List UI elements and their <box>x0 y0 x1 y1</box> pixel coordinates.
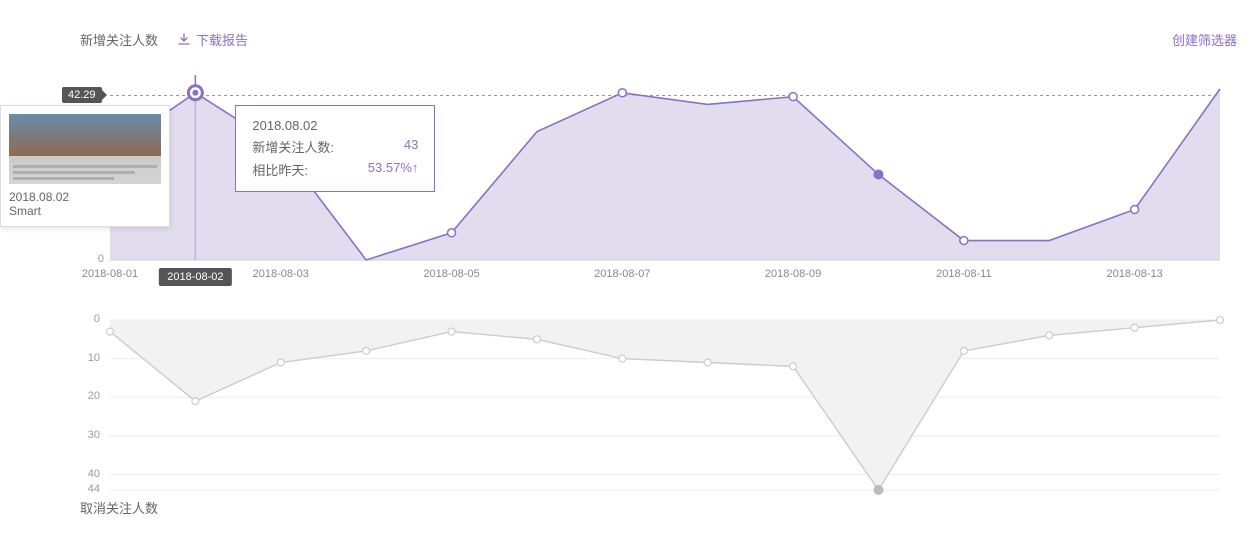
preview-name: Smart <box>9 204 161 218</box>
unfollowers-title: 取消关注人数 <box>80 498 158 517</box>
unfollowers-chart-svg <box>80 310 1230 510</box>
x-axis-label: 2018-08-11 <box>936 268 991 280</box>
create-filter-link[interactable]: 创建筛选器 <box>1172 30 1237 49</box>
y-axis-label: 20 <box>0 390 100 402</box>
x-axis-label: 2018-08-09 <box>765 268 821 280</box>
preview-thumbnail <box>9 114 161 184</box>
tooltip-row2-value: 53.57% <box>368 160 412 175</box>
y-axis-label: 0 <box>0 313 100 325</box>
arrow-up-icon: ↑ <box>412 160 419 175</box>
y-axis-label: 44 <box>0 483 100 495</box>
x-axis-label: 2018-08-03 <box>253 268 309 280</box>
preview-date: 2018.08.02 <box>9 190 161 204</box>
unfollowers-chart <box>80 310 1230 510</box>
preview-card[interactable]: 2018.08.02 Smart <box>0 105 170 227</box>
y-axis-label: 10 <box>0 352 100 364</box>
tooltip-row2-label: 相比昨天: <box>252 160 308 179</box>
reference-value-badge: 42.29 <box>62 87 102 103</box>
download-report-label: 下载报告 <box>196 30 248 49</box>
header: 新增关注人数 下载报告 创建筛选器 <box>80 30 1237 49</box>
y-axis-label: 30 <box>0 429 100 441</box>
x-axis-label: 2018-08-05 <box>423 268 479 280</box>
y-axis-label: 40 <box>0 468 100 480</box>
page-title: 新增关注人数 <box>80 30 158 49</box>
x-axis-highlight-label: 2018-08-02 <box>159 268 231 286</box>
x-axis-label: 2018-08-01 <box>82 268 138 280</box>
tooltip-row1-label: 新增关注人数: <box>252 137 334 156</box>
tooltip-row1-value: 43 <box>404 137 418 156</box>
download-icon <box>176 32 192 48</box>
download-report-link[interactable]: 下载报告 <box>176 30 248 49</box>
y-axis-zero-label: 0 <box>0 253 104 265</box>
x-axis-label: 2018-08-07 <box>594 268 650 280</box>
x-axis-label: 2018-08-13 <box>1106 268 1162 280</box>
tooltip-date: 2018.08.02 <box>252 118 418 133</box>
chart-tooltip: 2018.08.02 新增关注人数: 43 相比昨天: 53.57%↑ <box>235 105 435 192</box>
